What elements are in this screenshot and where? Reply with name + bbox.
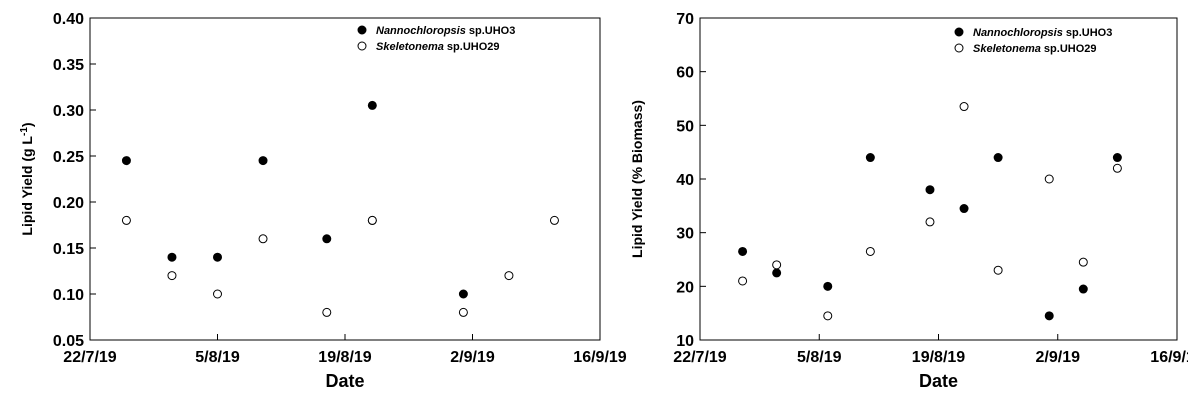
y-tick-label: 10 <box>676 333 694 350</box>
filled-data-point <box>738 246 748 256</box>
x-tick-label: 22/7/19 <box>673 349 726 366</box>
filled-data-point <box>167 252 177 262</box>
y-tick-label: 0.25 <box>53 149 84 166</box>
filled-data-point <box>322 234 332 244</box>
filled-data-point <box>1112 153 1122 163</box>
x-tick-label: 5/8/19 <box>797 349 842 366</box>
filled-data-point <box>993 153 1003 163</box>
plot-frame <box>699 17 1178 341</box>
legend-entry: Nannochloropsis sp.UHO3 <box>973 27 1112 39</box>
y-tick-label: 70 <box>676 11 694 28</box>
legend-marker <box>357 41 367 51</box>
y-tick-label: 40 <box>676 172 694 189</box>
open-data-point <box>1078 257 1088 267</box>
plot-frame <box>89 17 601 341</box>
open-data-point <box>772 260 782 270</box>
chart-2: 10 20 30 40 50 60 70 22/7/19 5/8/19 19/8/19 2/9/19… <box>629 11 1188 391</box>
x-tick-label: 19/8/19 <box>912 349 965 366</box>
filled-data-point <box>258 156 268 166</box>
y-tick-label: 60 <box>676 65 694 82</box>
legend-marker <box>954 43 964 53</box>
open-data-point <box>738 276 748 286</box>
y-tick-label: 50 <box>676 118 694 135</box>
filled-data-point <box>213 252 222 262</box>
open-data-point <box>322 307 332 317</box>
x-tick-label: 16/9/19 <box>1150 349 1188 366</box>
x-tick-label: 22/7/19 <box>63 349 116 366</box>
open-data-point <box>1112 163 1122 173</box>
filled-data-point <box>925 185 935 195</box>
open-data-point <box>167 271 177 281</box>
filled-data-point <box>1078 284 1088 294</box>
filled-data-point <box>772 268 782 278</box>
open-data-point <box>959 102 969 112</box>
x-tick-label: 16/9/19 <box>573 349 626 366</box>
open-data-point <box>993 265 1003 275</box>
filled-data-point <box>823 281 833 291</box>
filled-data-point <box>121 156 131 166</box>
y-axis-label: Lipid Yield (g L-1) <box>19 122 36 235</box>
open-data-point <box>504 271 514 281</box>
legend-marker <box>357 25 367 35</box>
open-data-point <box>865 246 875 256</box>
y-tick-label: 0.05 <box>53 333 84 350</box>
legend-entry: Skeletonema sp.UHO29 <box>973 43 1097 55</box>
x-tick-label: 5/8/19 <box>195 349 240 366</box>
y-tick-label: 0.35 <box>53 57 84 74</box>
chart-1: 0.05 0.10 0.15 0.20 0.25 0.30 0.35 0.40 22/7/19 5… <box>19 11 627 391</box>
y-axis-label: Lipid Yield (% Biomass) <box>629 100 645 258</box>
open-data-point <box>258 234 268 244</box>
x-axis-label: Date <box>325 371 364 391</box>
open-data-point <box>458 307 468 317</box>
x-tick-label: 2/9/19 <box>450 349 495 366</box>
open-data-point <box>121 215 131 225</box>
y-tick-label: 0.20 <box>53 195 84 212</box>
filled-data-point <box>367 100 377 110</box>
legend-entry: Skeletonema sp.UHO29 <box>376 41 500 53</box>
y-tick-label: 20 <box>676 279 694 296</box>
filled-data-point <box>1044 311 1054 321</box>
open-data-point <box>1044 174 1054 184</box>
x-tick-label: 19/8/19 <box>318 349 371 366</box>
y-tick-label: 0.10 <box>53 287 84 304</box>
x-tick-label: 2/9/19 <box>1036 349 1081 366</box>
y-tick-label: 30 <box>676 226 694 243</box>
legend-entry: Nannochloropsis sp.UHO3 <box>376 25 515 37</box>
x-axis-label: Date <box>919 371 958 391</box>
y-tick-label: 0.15 <box>53 241 84 258</box>
y-tick-label: 0.30 <box>53 103 84 120</box>
open-data-point <box>213 289 222 299</box>
filled-data-point <box>458 289 468 299</box>
open-data-point <box>549 215 559 225</box>
open-data-point <box>925 217 935 227</box>
filled-data-point <box>959 204 969 214</box>
legend-marker <box>954 27 964 37</box>
y-tick-label: 0.40 <box>53 11 84 28</box>
open-data-point <box>823 311 833 321</box>
filled-data-point <box>865 153 875 163</box>
open-data-point <box>367 215 377 225</box>
